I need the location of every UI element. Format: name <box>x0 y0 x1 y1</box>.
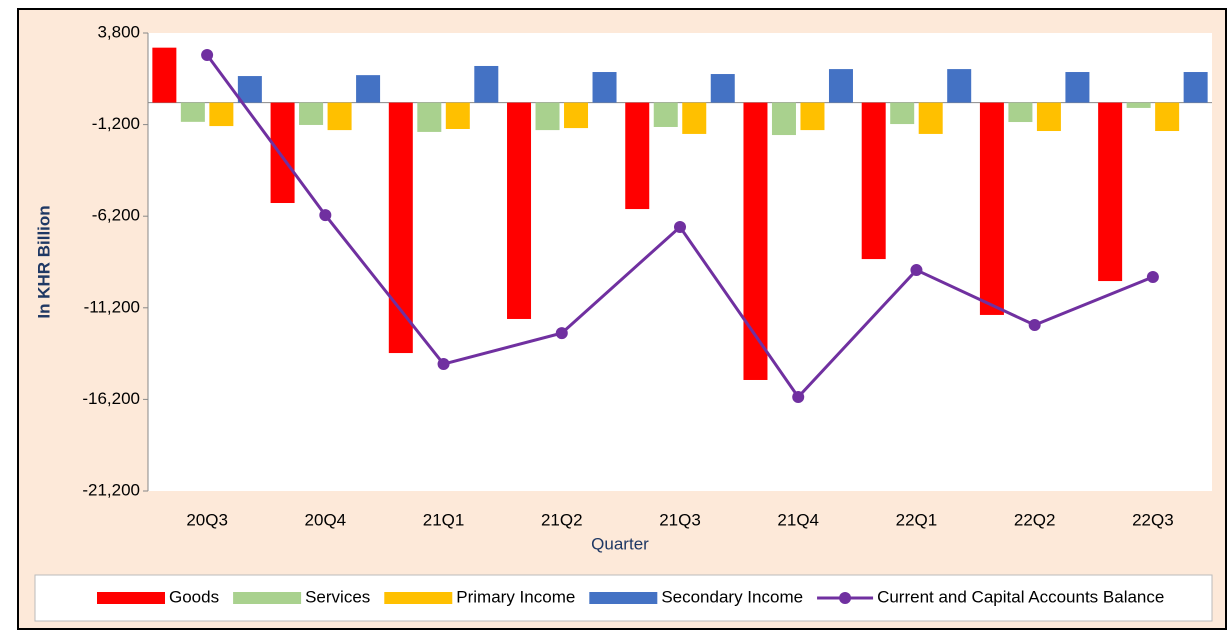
bar <box>564 102 589 129</box>
legend-label: Primary Income <box>456 587 575 606</box>
bar <box>828 69 853 103</box>
legend-label: Current and Capital Accounts Balance <box>877 587 1164 606</box>
x-tick-label: 21Q3 <box>659 510 701 529</box>
bar <box>800 102 825 131</box>
bar <box>270 102 295 204</box>
line-point <box>674 221 686 234</box>
y-axis-label: In KHR Billion <box>34 205 53 318</box>
bar <box>1065 72 1090 103</box>
line-point <box>1028 319 1041 332</box>
bar <box>507 102 532 319</box>
bar <box>947 69 972 103</box>
x-tick-label: 22Q3 <box>1132 510 1174 529</box>
y-tick-label: -1,200 <box>92 114 140 133</box>
line-point <box>319 209 332 222</box>
bar <box>653 102 678 127</box>
bar <box>445 102 470 129</box>
bar <box>180 102 205 122</box>
bar <box>1036 102 1061 132</box>
legend-swatch <box>97 592 165 604</box>
x-tick-label: 21Q4 <box>777 510 819 529</box>
bar <box>474 65 499 103</box>
bar <box>299 102 324 125</box>
legend-swatch <box>839 592 852 604</box>
x-tick-label: 22Q2 <box>1014 510 1056 529</box>
legend-swatch <box>233 592 302 604</box>
bar <box>417 102 442 132</box>
line-point <box>555 327 568 340</box>
plot-area <box>148 33 1212 491</box>
bar <box>771 102 796 136</box>
bar <box>979 102 1004 315</box>
bar <box>1098 102 1123 282</box>
bar <box>1183 72 1208 103</box>
bar <box>918 102 943 134</box>
line-point <box>910 264 923 277</box>
x-tick-label: 21Q1 <box>423 510 465 529</box>
legend-swatch <box>589 592 658 604</box>
y-tick-label: 3,800 <box>97 22 140 41</box>
line-point <box>792 391 805 404</box>
bar <box>237 76 262 103</box>
bar <box>356 75 381 103</box>
x-axis-label: Quarter <box>591 534 649 553</box>
x-tick-label: 22Q1 <box>896 510 938 529</box>
y-tick-label: -21,200 <box>82 480 140 499</box>
bar <box>1008 102 1033 123</box>
x-tick-label: 20Q3 <box>186 510 228 529</box>
line-point <box>201 48 214 61</box>
x-tick-label: 21Q2 <box>541 510 583 529</box>
x-tick-label: 20Q4 <box>305 510 347 529</box>
legend-label: Secondary Income <box>661 587 803 606</box>
bar <box>625 102 650 210</box>
bar <box>592 72 617 103</box>
y-tick-label: -16,200 <box>82 389 140 408</box>
bar <box>890 102 915 125</box>
bar <box>682 102 707 134</box>
bar <box>710 74 735 103</box>
bar <box>152 47 177 103</box>
bar <box>388 102 413 354</box>
bar <box>535 102 560 131</box>
bar <box>209 102 234 127</box>
bar <box>1155 102 1180 132</box>
bar <box>327 102 352 131</box>
line-point <box>1146 271 1159 284</box>
bar <box>861 102 886 260</box>
legend-label: Goods <box>169 587 219 606</box>
bar <box>743 102 768 380</box>
line-point <box>437 358 450 371</box>
legend-label: Services <box>305 587 370 606</box>
bar <box>1126 102 1151 108</box>
y-tick-label: -6,200 <box>92 206 140 225</box>
y-tick-label: -11,200 <box>84 297 140 316</box>
legend-swatch <box>384 592 453 604</box>
